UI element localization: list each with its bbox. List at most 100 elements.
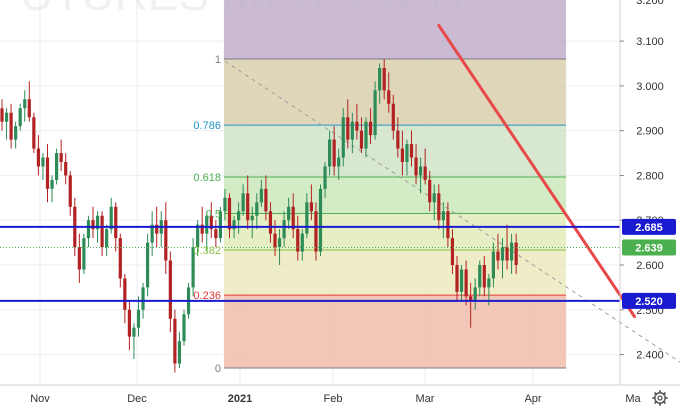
candle[interactable] <box>136 296 141 337</box>
candle[interactable] <box>105 224 109 257</box>
candle[interactable] <box>209 202 213 239</box>
candle[interactable] <box>146 233 150 297</box>
candle[interactable] <box>86 215 91 248</box>
candle[interactable] <box>491 242 495 288</box>
candle[interactable] <box>68 170 72 216</box>
candle[interactable] <box>18 103 22 131</box>
gear-icon[interactable] <box>652 390 668 406</box>
candle[interactable] <box>300 229 304 261</box>
candle[interactable] <box>469 282 473 328</box>
candle[interactable] <box>473 278 477 310</box>
candle[interactable] <box>168 251 172 333</box>
candle[interactable] <box>287 197 291 230</box>
candle[interactable] <box>318 184 323 257</box>
candle[interactable] <box>450 229 455 274</box>
candle[interactable] <box>214 220 218 248</box>
candle[interactable] <box>291 193 295 239</box>
candle[interactable] <box>177 332 182 368</box>
candle[interactable] <box>164 202 168 274</box>
candle[interactable] <box>387 72 391 113</box>
candle[interactable] <box>341 108 345 167</box>
candle[interactable] <box>50 175 54 203</box>
candle[interactable] <box>227 193 232 239</box>
candle[interactable] <box>328 130 332 176</box>
candle[interactable] <box>496 233 500 270</box>
candle[interactable] <box>45 144 50 203</box>
horizontal-levels[interactable] <box>0 225 620 302</box>
candle[interactable] <box>223 188 227 221</box>
candle[interactable] <box>205 211 209 252</box>
candle[interactable] <box>191 238 195 297</box>
time-axis[interactable]: Nov Dec 2021 Feb Mar Apr Ma <box>30 393 641 405</box>
candle[interactable] <box>27 81 31 122</box>
candle[interactable] <box>337 148 341 180</box>
candle[interactable] <box>200 206 204 243</box>
candle[interactable] <box>9 103 13 149</box>
candle[interactable] <box>41 153 45 180</box>
candle[interactable] <box>296 215 300 261</box>
candles[interactable] <box>0 59 518 373</box>
candle[interactable] <box>250 206 254 239</box>
trendline[interactable] <box>437 23 636 318</box>
candle[interactable] <box>350 112 354 154</box>
candle[interactable] <box>268 202 273 243</box>
candle[interactable] <box>32 112 36 154</box>
candle[interactable] <box>391 94 395 140</box>
candle[interactable] <box>259 179 263 207</box>
candle[interactable] <box>441 202 445 239</box>
candle[interactable] <box>459 265 464 301</box>
fibonacci-lines[interactable] <box>223 58 567 369</box>
candle[interactable] <box>428 170 432 212</box>
candle[interactable] <box>359 117 364 154</box>
candle[interactable] <box>414 144 418 185</box>
candle[interactable] <box>0 99 4 131</box>
candle[interactable] <box>382 59 386 100</box>
candle[interactable] <box>332 126 336 176</box>
candle[interactable] <box>132 323 136 360</box>
candle[interactable] <box>23 90 27 122</box>
candle[interactable] <box>282 211 286 248</box>
candle[interactable] <box>400 130 404 176</box>
candle[interactable] <box>309 184 313 221</box>
candle[interactable] <box>500 238 505 279</box>
candle[interactable] <box>373 81 377 140</box>
candle[interactable] <box>14 121 18 149</box>
candle[interactable] <box>510 233 514 274</box>
candle[interactable] <box>514 233 518 274</box>
candle[interactable] <box>64 153 68 185</box>
candle[interactable] <box>423 148 427 185</box>
candle[interactable] <box>405 139 409 176</box>
candle[interactable] <box>455 256 459 301</box>
candle[interactable] <box>182 309 186 346</box>
candle[interactable] <box>36 135 40 176</box>
candle[interactable] <box>396 117 400 158</box>
candle[interactable] <box>100 211 104 257</box>
candle[interactable] <box>173 309 177 373</box>
candle[interactable] <box>419 157 423 194</box>
candle[interactable] <box>91 206 95 239</box>
candle[interactable] <box>77 233 81 283</box>
candle[interactable] <box>364 117 368 158</box>
candle[interactable] <box>378 63 382 104</box>
candle[interactable] <box>127 300 131 351</box>
candle[interactable] <box>482 256 486 297</box>
candle[interactable] <box>241 184 245 216</box>
candle[interactable] <box>237 202 241 234</box>
candle[interactable] <box>464 260 468 306</box>
candle[interactable] <box>123 273 127 324</box>
candle[interactable] <box>437 184 441 230</box>
candle[interactable] <box>314 202 318 261</box>
trendline-segment[interactable] <box>437 23 636 318</box>
candle[interactable] <box>323 162 327 198</box>
candle[interactable] <box>432 184 436 221</box>
candle[interactable] <box>55 148 59 185</box>
candle[interactable] <box>355 103 359 140</box>
candle[interactable] <box>150 211 154 257</box>
candle[interactable] <box>446 202 450 248</box>
candle[interactable] <box>218 206 222 243</box>
candle[interactable] <box>368 108 373 145</box>
candle[interactable] <box>82 233 86 274</box>
candle[interactable] <box>246 175 250 230</box>
candle[interactable] <box>478 260 482 297</box>
